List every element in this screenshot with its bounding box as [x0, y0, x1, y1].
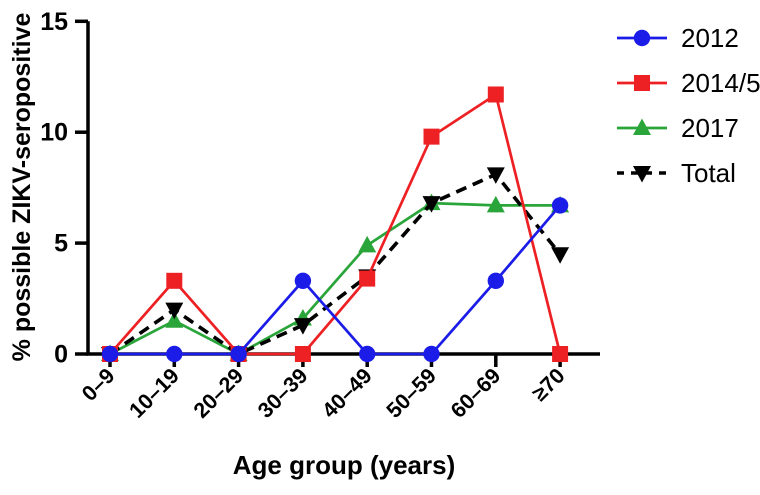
data-point-Total	[422, 196, 441, 213]
x-tick-label: 10–19	[125, 364, 184, 423]
legend-item-2014/5: 2014/5	[616, 67, 760, 98]
data-point-2017	[358, 235, 377, 253]
series-line-2014/5	[108, 92, 562, 356]
legend-sample-marker	[633, 29, 651, 47]
data-point-2012	[230, 345, 247, 363]
y-axis-title: % possible ZIKV-seropositive	[8, 12, 36, 362]
data-point-2012	[423, 345, 440, 363]
x-tick-label: 0–9	[77, 364, 119, 406]
x-tick-label: 40–49	[317, 364, 376, 423]
legend-sample-marker	[634, 75, 650, 91]
data-point-2012	[487, 272, 504, 290]
x-tick-label: 60–69	[446, 364, 505, 423]
x-tick-label: ≥70	[527, 364, 569, 406]
data-point-2014/5	[359, 270, 376, 287]
legend-label: 2014/5	[681, 67, 760, 98]
x-tick-label: 50–59	[382, 364, 441, 423]
y-tick-label: 15	[40, 8, 68, 36]
x-axis-title: Age group (years)	[232, 450, 456, 480]
data-point-2014/5	[166, 272, 183, 289]
series-line-2017	[109, 201, 561, 356]
legend-item-Total: Total	[616, 157, 760, 188]
y-tick-label: 10	[40, 119, 68, 147]
legend-sample-marker	[633, 118, 651, 135]
data-point-2012	[551, 197, 569, 214]
data-point-2014/5	[552, 346, 569, 362]
data-point-Total	[165, 302, 184, 320]
legend-marker-triangle-down-icon	[617, 166, 667, 183]
y-tick-label: 0	[54, 341, 68, 369]
legend-sample-marker	[633, 166, 651, 183]
legend-label: 2017	[681, 112, 739, 143]
data-point-2012	[101, 345, 119, 363]
series-line-Total	[108, 172, 562, 357]
data-point-2012	[294, 272, 312, 290]
y-tick-label: 5	[54, 230, 68, 258]
series-line-2012	[110, 204, 562, 356]
legend-marker-triangle-up-icon	[617, 118, 667, 135]
legend-marker-circle-icon	[617, 29, 667, 47]
legend-item-2017: 2017	[616, 112, 760, 143]
data-point-2014/5	[423, 128, 440, 145]
legend-label: Total	[681, 157, 736, 188]
data-point-Total	[486, 167, 505, 184]
legend-item-2012: 2012	[616, 22, 760, 53]
data-point-2017	[486, 195, 505, 213]
data-point-2017	[165, 311, 184, 328]
x-tick-label: 30–39	[253, 364, 312, 423]
data-point-2014/5	[294, 346, 311, 362]
data-point-Total	[293, 318, 312, 335]
data-point-Total	[551, 247, 570, 264]
x-tick-label: 20–29	[189, 364, 248, 423]
legend-label: 2012	[681, 22, 739, 53]
data-point-2012	[166, 345, 183, 363]
legend-marker-square-icon	[617, 75, 667, 91]
data-point-2014/5	[487, 86, 504, 103]
legend: 2012 2014/5 2017 Total	[616, 22, 760, 188]
data-point-2012	[359, 345, 376, 363]
